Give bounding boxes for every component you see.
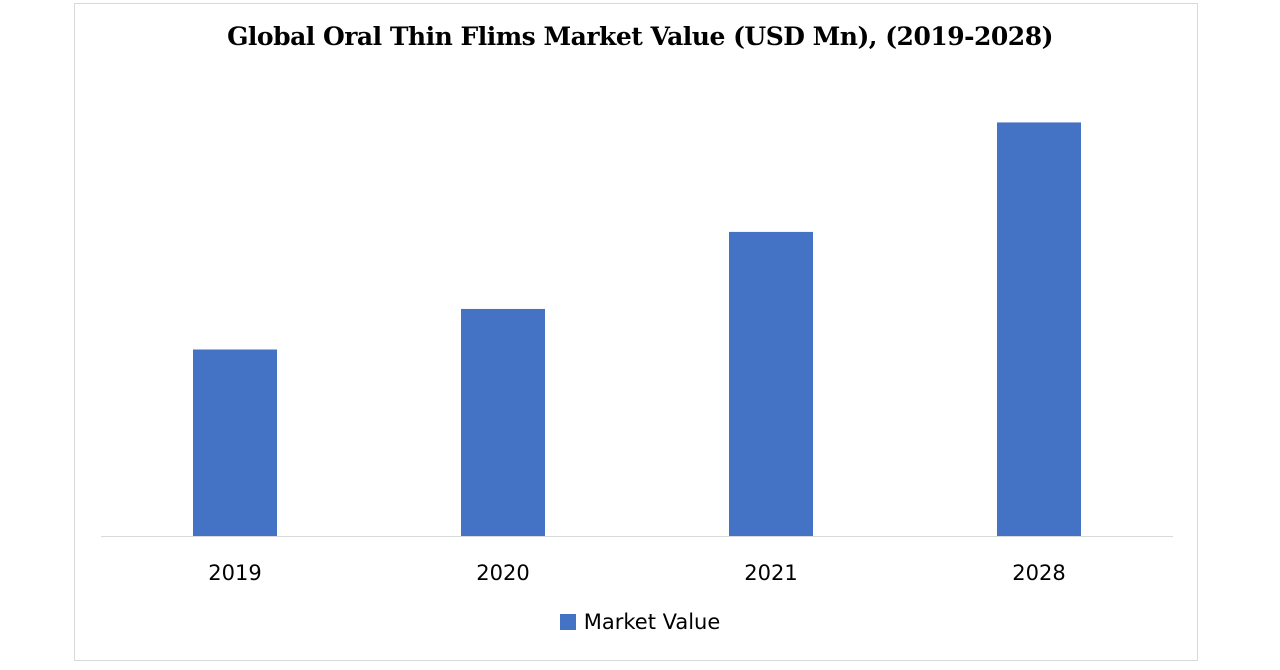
bars-group <box>193 122 1081 536</box>
bar-2019 <box>193 349 277 536</box>
legend-label-market-value: Market Value <box>583 610 721 634</box>
x-tick-labels: 2019 2020 2021 2028 <box>208 561 1065 585</box>
bar-2020 <box>461 308 545 536</box>
chart-title: Global Oral Thin Flims Market Value (USD… <box>227 22 1053 51</box>
legend-swatch-market-value <box>559 614 576 630</box>
x-tick-label-2020: 2020 <box>476 561 529 585</box>
x-tick-label-2021: 2021 <box>744 561 797 585</box>
bar-2028 <box>997 122 1081 536</box>
legend: Market Value <box>0 610 1280 634</box>
x-tick-label-2028: 2028 <box>1012 561 1065 585</box>
bar-2021 <box>729 231 813 536</box>
x-tick-label-2019: 2019 <box>208 561 261 585</box>
